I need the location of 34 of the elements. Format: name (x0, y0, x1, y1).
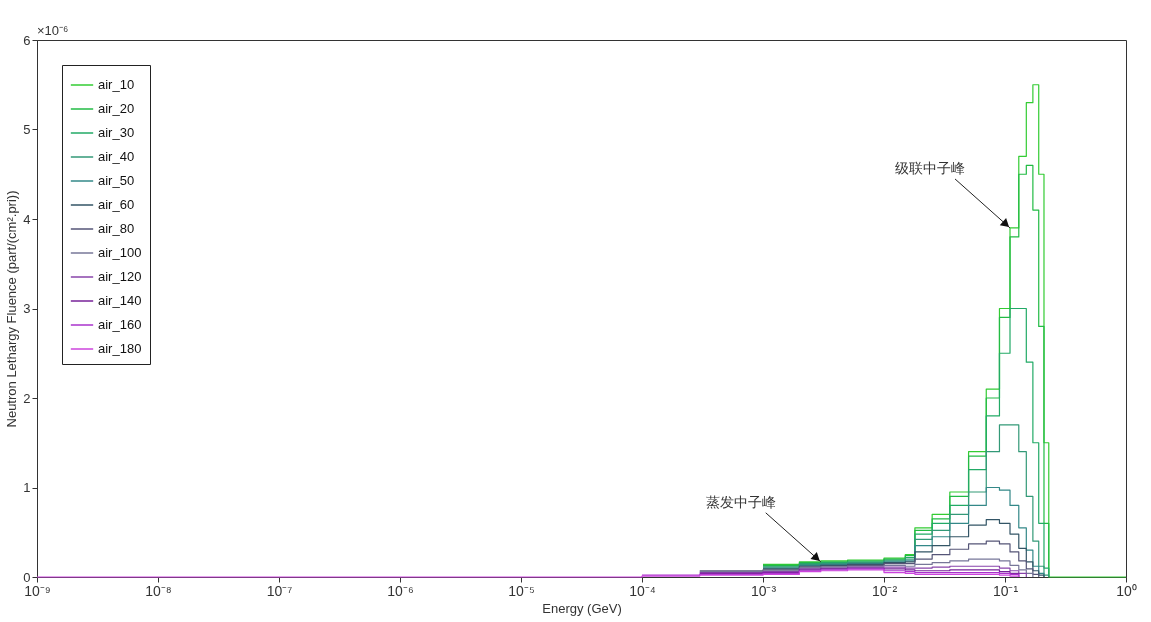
y-axis-title: Neutron Lethargy Fluence (part/(cm².pri)) (4, 190, 20, 428)
annotation: 蒸发中子峰 (705, 493, 776, 510)
legend-label: air_30 (98, 125, 135, 140)
legend-label: air_60 (98, 197, 135, 212)
x-tick-label: 10⁻⁸ (145, 582, 172, 599)
legend-label: air_180 (98, 341, 142, 356)
y-tick-label: 4 (23, 211, 31, 227)
legend-label: air_80 (98, 221, 135, 236)
text: ×10⁻⁶ (37, 23, 69, 38)
annotation: 级联中子峰 (895, 159, 966, 176)
legend-label: air_40 (98, 149, 135, 164)
legend-label: air_10 (98, 77, 135, 92)
x-tick-label: 10⁻⁴ (629, 582, 656, 599)
x-tick-label: 10⁻⁵ (508, 582, 535, 599)
y-tick-label: 1 (23, 480, 31, 495)
legend-label: air_100 (98, 245, 142, 260)
legend-label: air_140 (98, 293, 142, 308)
legend-label: air_160 (98, 317, 142, 332)
x-tick-label: 10⁻⁶ (387, 582, 414, 599)
x-tick-label: 10⁰ (1116, 582, 1137, 599)
x-axis-title: Energy (GeV) (542, 600, 622, 616)
y-tick-label: 2 (23, 390, 31, 406)
x-tick-label: 10⁻⁷ (266, 582, 293, 599)
legend-label: air_120 (98, 269, 142, 284)
legend-label: air_20 (98, 101, 135, 116)
y-tick-label: 0 (23, 569, 31, 585)
y-tick-label: 6 (23, 32, 31, 48)
x-tick-label: 10⁻⁹ (24, 582, 51, 599)
y-tick-label: 3 (23, 301, 31, 316)
legend-label: air_50 (98, 173, 135, 188)
x-tick-label: 10⁻¹ (992, 582, 1019, 599)
x-tick-label: 10⁻² (871, 582, 898, 599)
y-tick-label: 5 (23, 122, 31, 137)
x-tick-label: 10⁻³ (750, 582, 777, 599)
